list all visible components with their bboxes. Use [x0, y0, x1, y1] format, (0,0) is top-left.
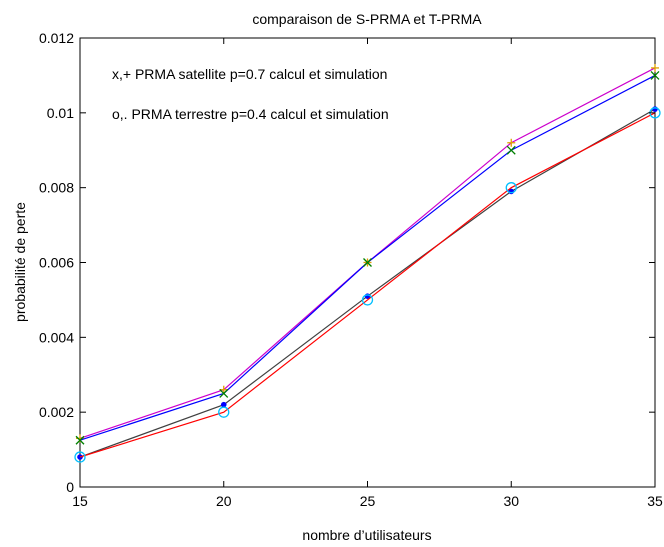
data-point-plus [219, 385, 228, 394]
x-tick-label: 35 [647, 493, 663, 509]
ticks-layer: 15 20 25 30 35 0 0.002 0.004 0.006 0.008 0.01 0.012 [39, 30, 663, 509]
data-point-cross [219, 388, 229, 398]
series-layer [74, 63, 661, 463]
series-line [79, 112, 656, 458]
y-tick-label: 0.008 [39, 180, 74, 196]
data-point-cross [75, 435, 85, 445]
cross-stroke [650, 70, 660, 80]
y-tick-label: 0.01 [47, 105, 74, 121]
data-point-circle [361, 294, 374, 306]
x-tick-label: 30 [503, 493, 519, 509]
data-point-circle [218, 406, 230, 418]
data-point-dot [652, 106, 658, 112]
y-tick-label: 0 [66, 479, 74, 495]
cross-stroke [363, 258, 372, 267]
annotation-satellite: x,+ PRMA satellite p=0.7 calcul et simul… [112, 66, 387, 82]
x-tick-label: 20 [216, 493, 232, 509]
y-tick-label: 0.002 [39, 404, 74, 420]
y-tick-label: 0.006 [39, 255, 74, 271]
data-point-cross [650, 70, 660, 80]
data-point-dot [220, 401, 227, 408]
data-point-circle [74, 451, 86, 463]
data-point-cross [363, 258, 372, 267]
x-tick-label: 25 [360, 493, 376, 509]
y-tick-label: 0.012 [39, 30, 74, 46]
data-point-circle [505, 182, 517, 194]
data-point-plus [507, 138, 516, 147]
cross-stroke [219, 388, 229, 398]
cross-stroke [75, 435, 85, 445]
x-tick-label: 15 [72, 493, 88, 509]
data-point-dot [77, 454, 83, 460]
data-point-cross [506, 145, 516, 155]
data-point-plus [651, 63, 659, 72]
chart-title: comparaison de S-PRMA et T-PRMA [252, 11, 482, 27]
cross-stroke [506, 145, 516, 155]
annotation-terrestre: o,. PRMA terrestre p=0.4 calcul et simul… [112, 106, 389, 122]
y-axis-label: probabilité de perte [12, 202, 28, 322]
x-axis-label: nombre d’utilisateurs [302, 527, 431, 543]
y-tick-label: 0.004 [39, 329, 74, 345]
